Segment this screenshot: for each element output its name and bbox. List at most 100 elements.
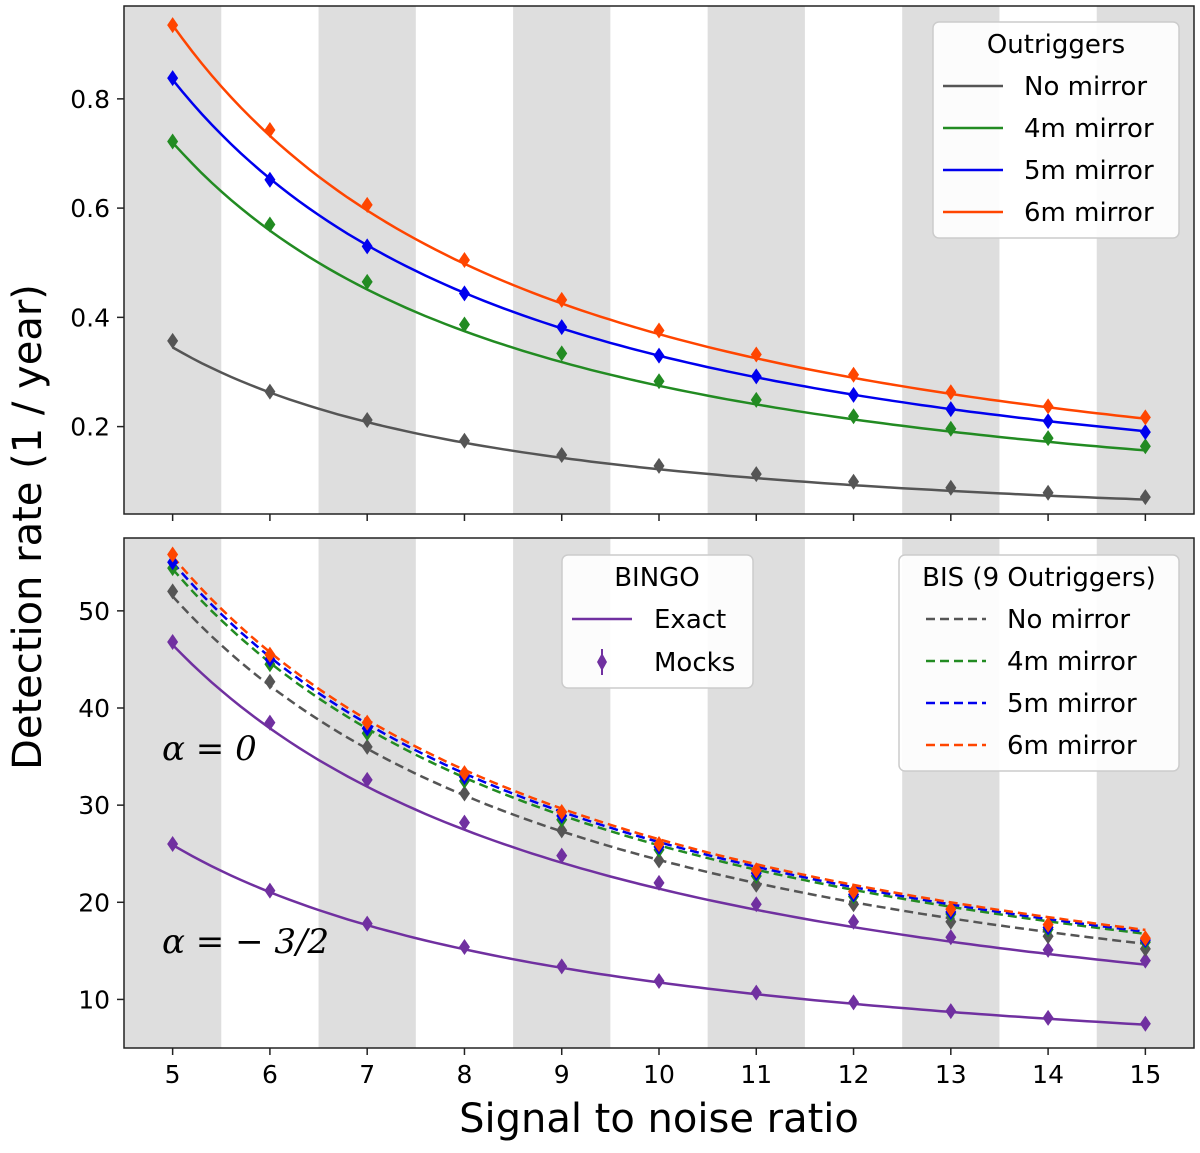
x-tick-label-8: 8 bbox=[457, 1060, 473, 1089]
bottom-marker-no-mirror-5 bbox=[167, 583, 179, 600]
x-tick-label-5: 5 bbox=[165, 1060, 181, 1089]
annotation-alpha-minus-3-2: α = − 3/2 bbox=[162, 922, 329, 962]
top-y-tick-label-0-6: 0.6 bbox=[70, 194, 110, 223]
bottom-marker-6m-mirror-14 bbox=[1042, 916, 1054, 933]
bottom-marker-6m-mirror-11 bbox=[750, 862, 762, 879]
bottom-marker-exact-3-2-11 bbox=[750, 984, 762, 1001]
bottom-marker-exact-0-8 bbox=[458, 814, 470, 831]
bottom-ticks: 5 6 7 8 9 10 11 12 13 14 15 10 20 30 40 50 bbox=[78, 597, 1161, 1089]
top-marker-4m-mirror-10 bbox=[653, 373, 665, 390]
bottom-marker-6m-mirror-6 bbox=[264, 646, 276, 663]
top-marker-4m-mirror-15 bbox=[1139, 438, 1151, 455]
top-marker-no-mirror-12 bbox=[848, 473, 860, 490]
x-tick-label-11: 11 bbox=[740, 1060, 772, 1089]
top-marker-5m-mirror-14 bbox=[1042, 413, 1054, 430]
x-tick-label-6: 6 bbox=[262, 1060, 278, 1089]
bottom-marker-6m-mirror-5 bbox=[167, 546, 179, 563]
bottom-marker-exact-0-7 bbox=[361, 771, 373, 788]
top-marker-4m-mirror-14 bbox=[1042, 430, 1054, 447]
top-marker-6m-mirror-9 bbox=[556, 291, 568, 308]
bottom-y-tick-label-40: 40 bbox=[78, 694, 110, 723]
bottom-shaded-band-0 bbox=[124, 538, 222, 1048]
bottom-shaded-band-1 bbox=[318, 538, 416, 1048]
legend-label-exact: Exact bbox=[654, 605, 726, 635]
legend-swatch-mocks-marker bbox=[597, 653, 607, 671]
bottom-y-tick-label-30: 30 bbox=[78, 791, 110, 820]
bottom-marker-no-mirror-8 bbox=[458, 785, 470, 802]
top-marker-no-mirror-9 bbox=[556, 447, 568, 464]
bingo-legend: BINGO Exact Mocks bbox=[561, 554, 754, 689]
legend-label-bis-no-mirror: No mirror bbox=[1007, 605, 1130, 635]
top-marker-5m-mirror-13 bbox=[945, 401, 957, 418]
top-marker-6m-mirror-10 bbox=[653, 322, 665, 339]
y-axis-title: Detection rate (1 / year) bbox=[5, 284, 51, 770]
top-marker-4m-mirror-6 bbox=[264, 216, 276, 233]
x-tick-label-15: 15 bbox=[1129, 1060, 1161, 1089]
bottom-marker-exact-3-2-7 bbox=[361, 915, 373, 932]
bottom-marker-6m-mirror-12 bbox=[848, 883, 860, 900]
bottom-marker-6m-mirror-13 bbox=[945, 901, 957, 918]
top-marker-no-mirror-6 bbox=[264, 383, 276, 400]
top-marker-no-mirror-8 bbox=[458, 432, 470, 449]
bottom-y-tick-label-10: 10 bbox=[78, 985, 110, 1014]
legend-label-6m-mirror: 6m mirror bbox=[1024, 198, 1154, 228]
top-marker-no-mirror-11 bbox=[750, 466, 762, 483]
legend-label-bis-4m-mirror: 4m mirror bbox=[1007, 647, 1137, 677]
bottom-marker-exact-3-2-8 bbox=[458, 938, 470, 955]
top-marker-5m-mirror-5 bbox=[167, 70, 179, 87]
bottom-marker-exact-3-2-10 bbox=[653, 972, 665, 989]
top-marker-6m-mirror-14 bbox=[1042, 398, 1054, 415]
top-marker-6m-mirror-12 bbox=[848, 366, 860, 383]
bottom-markers bbox=[167, 546, 1151, 1032]
top-y-tick-label-0-2: 0.2 bbox=[70, 413, 110, 442]
legend-label-mocks: Mocks bbox=[654, 648, 735, 678]
annotation-alpha-0: α = 0 bbox=[162, 729, 257, 769]
bingo-legend-title: BINGO bbox=[614, 563, 700, 593]
top-marker-4m-mirror-9 bbox=[556, 345, 568, 362]
top-marker-no-mirror-7 bbox=[361, 412, 373, 429]
top-marker-no-mirror-5 bbox=[167, 332, 179, 349]
bottom-marker-no-mirror-11 bbox=[750, 876, 762, 893]
bottom-panel: 5 6 7 8 9 10 11 12 13 14 15 10 20 30 40 50 α = 0 α = − … bbox=[78, 537, 1195, 1089]
bottom-marker-6m-mirror-7 bbox=[361, 714, 373, 731]
top-marker-5m-mirror-6 bbox=[264, 171, 276, 188]
outriggers-legend: Outriggers No mirror 4m mirror 5m mirror… bbox=[932, 21, 1180, 239]
bottom-marker-6m-mirror-15 bbox=[1139, 930, 1151, 947]
top-marker-5m-mirror-7 bbox=[361, 238, 373, 255]
legend-label-5m-mirror: 5m mirror bbox=[1024, 156, 1154, 186]
top-marker-4m-mirror-13 bbox=[945, 420, 957, 437]
legend-label-4m-mirror: 4m mirror bbox=[1024, 114, 1154, 144]
top-shaded-band-0 bbox=[124, 6, 222, 514]
top-markers bbox=[167, 17, 1151, 506]
bottom-marker-exact-0-15 bbox=[1139, 952, 1151, 969]
bottom-marker-exact-0-10 bbox=[653, 874, 665, 891]
top-marker-5m-mirror-10 bbox=[653, 347, 665, 364]
bingo-legend-box bbox=[561, 554, 754, 689]
legend-label-bis-6m-mirror: 6m mirror bbox=[1007, 731, 1137, 761]
bottom-marker-exact-0-5 bbox=[167, 633, 179, 650]
top-marker-6m-mirror-15 bbox=[1139, 409, 1151, 426]
bottom-marker-exact-0-9 bbox=[556, 847, 568, 864]
bottom-marker-exact-3-2-13 bbox=[945, 1003, 957, 1020]
bis-legend-title: BIS (9 Outriggers) bbox=[922, 563, 1156, 593]
x-tick-label-12: 12 bbox=[838, 1060, 870, 1089]
x-axis-title: Signal to noise ratio bbox=[459, 1096, 859, 1142]
bottom-marker-no-mirror-7 bbox=[361, 738, 373, 755]
bottom-marker-exact-0-12 bbox=[848, 913, 860, 930]
top-marker-4m-mirror-7 bbox=[361, 273, 373, 290]
top-marker-4m-mirror-11 bbox=[750, 391, 762, 408]
bottom-marker-no-mirror-6 bbox=[264, 673, 276, 690]
bottom-marker-exact-3-2-9 bbox=[556, 958, 568, 975]
top-marker-4m-mirror-5 bbox=[167, 133, 179, 150]
top-panel: 0.2 0.4 0.6 0.8 Outriggers No mirror 4m mir… bbox=[70, 5, 1195, 521]
top-marker-5m-mirror-9 bbox=[556, 319, 568, 336]
top-marker-6m-mirror-11 bbox=[750, 346, 762, 363]
x-tick-label-9: 9 bbox=[554, 1060, 570, 1089]
top-marker-5m-mirror-12 bbox=[848, 386, 860, 403]
bottom-marker-6m-mirror-10 bbox=[653, 836, 665, 852]
top-y-tick-label-0-8: 0.8 bbox=[70, 85, 110, 114]
bottom-marker-exact-3-2-6 bbox=[264, 882, 276, 899]
legend-label-bis-5m-mirror: 5m mirror bbox=[1007, 689, 1137, 719]
top-shaded-band-3 bbox=[707, 6, 805, 514]
